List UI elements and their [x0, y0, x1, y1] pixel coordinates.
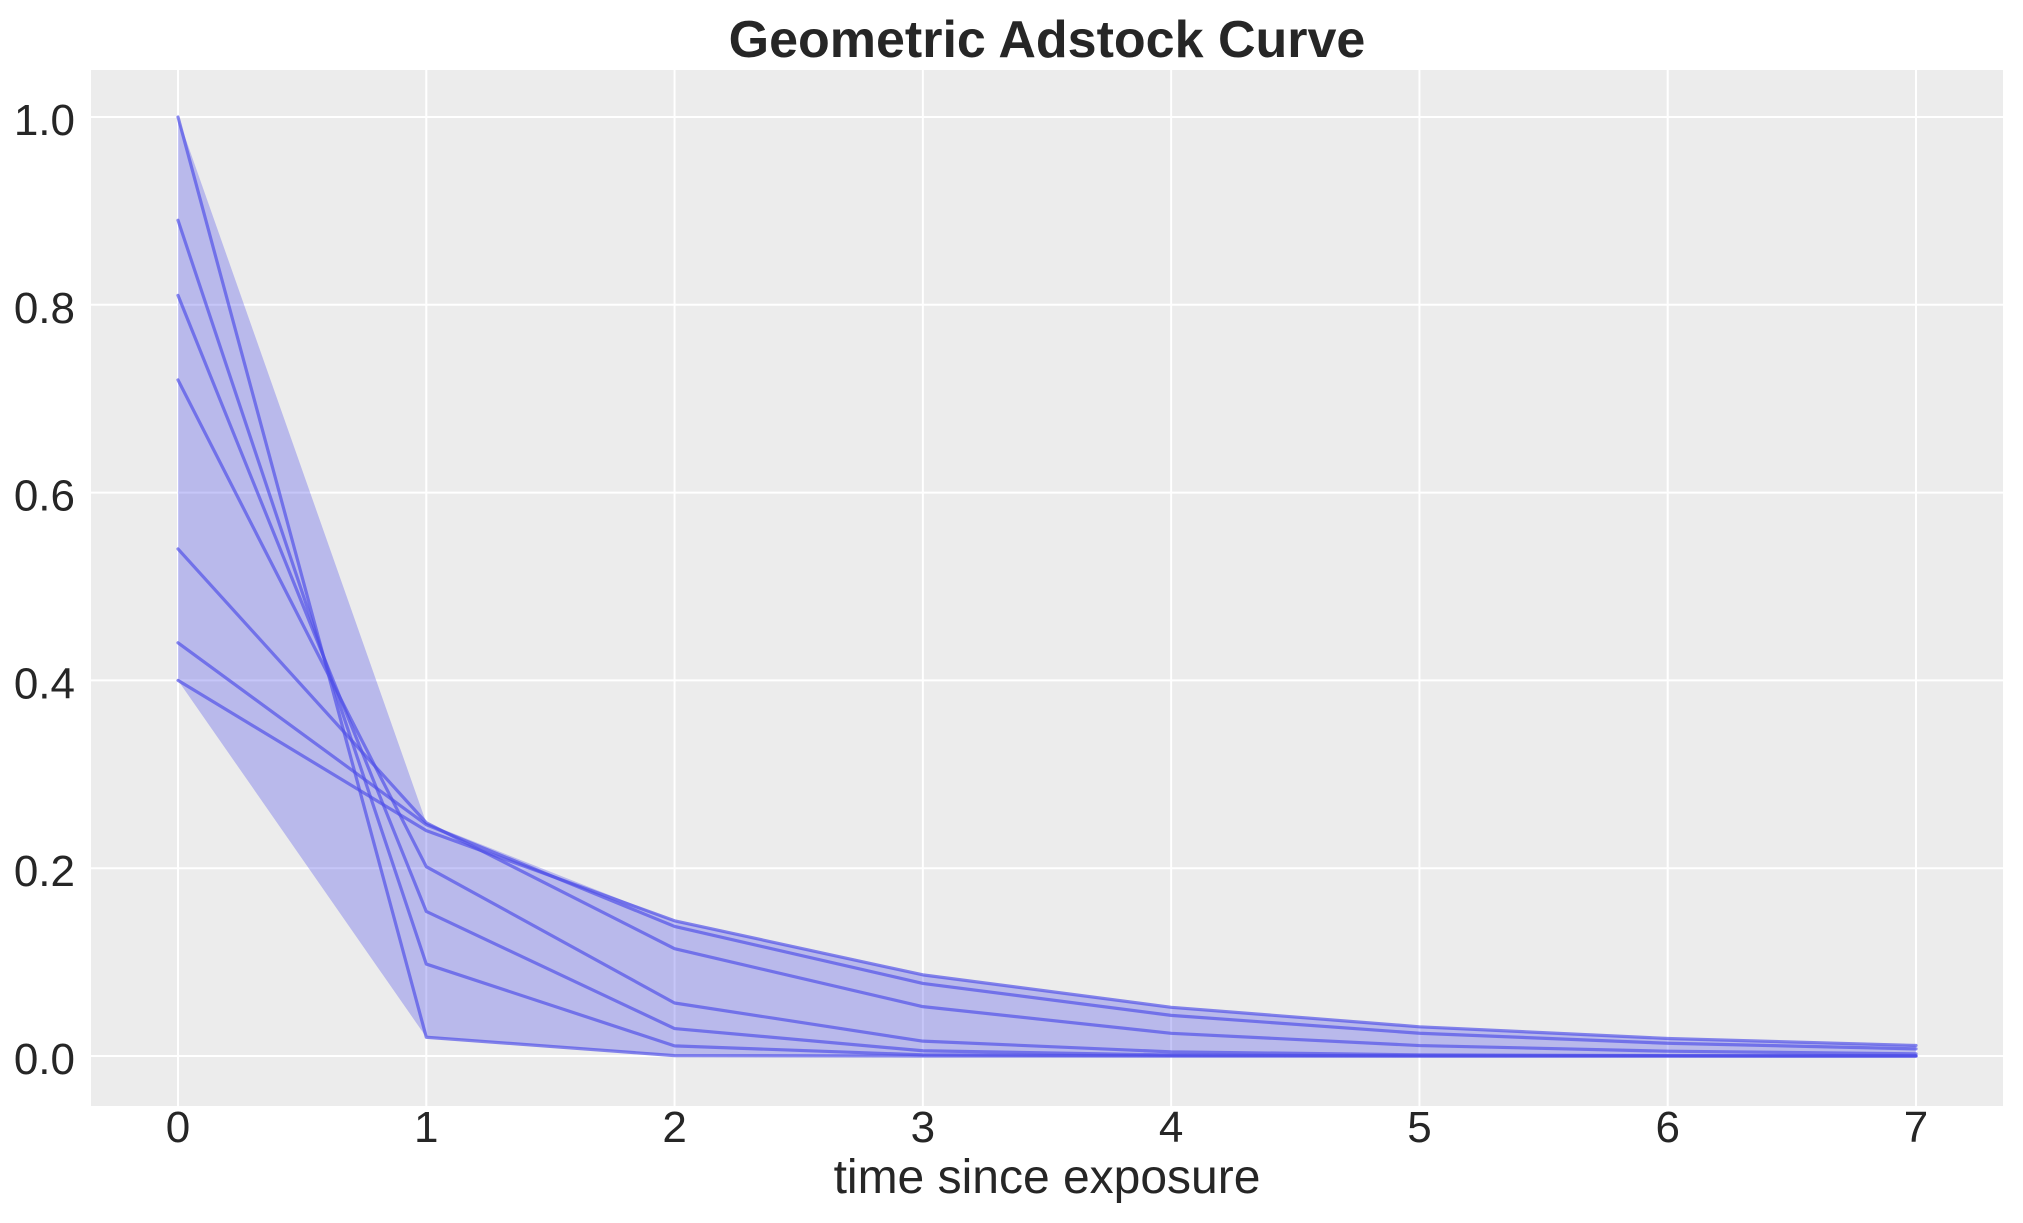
svg-text:7: 7	[1904, 1103, 1928, 1152]
svg-text:1: 1	[414, 1103, 438, 1152]
svg-text:0.0: 0.0	[14, 1035, 75, 1084]
svg-text:0.8: 0.8	[14, 284, 75, 333]
svg-text:0: 0	[166, 1103, 190, 1152]
svg-text:0.2: 0.2	[14, 847, 75, 896]
svg-text:1.0: 1.0	[14, 96, 75, 145]
svg-text:4: 4	[1159, 1103, 1183, 1152]
svg-text:2: 2	[662, 1103, 686, 1152]
svg-text:5: 5	[1407, 1103, 1431, 1152]
svg-text:0.6: 0.6	[14, 472, 75, 521]
svg-text:0.4: 0.4	[14, 659, 75, 708]
svg-text:3: 3	[911, 1103, 935, 1152]
svg-text:6: 6	[1655, 1103, 1679, 1152]
